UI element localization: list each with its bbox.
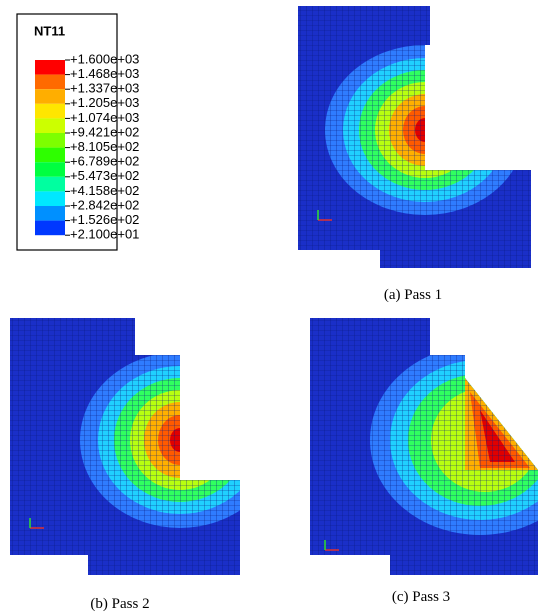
panel-c <box>310 318 538 575</box>
legend-label: +2.842e+02 <box>70 197 139 212</box>
legend-label: +5.473e+02 <box>70 168 139 183</box>
legend-swatch <box>35 60 65 75</box>
legend-label: +1.526e+02 <box>70 212 139 227</box>
legend-label: +9.421e+02 <box>70 124 139 139</box>
legend-swatch <box>35 89 65 104</box>
legend-title: NT11 <box>34 23 65 38</box>
panel-a <box>298 6 531 268</box>
legend-label: +1.468e+03 <box>70 66 139 81</box>
legend-swatch <box>35 74 65 90</box>
legend-box <box>16 13 118 251</box>
legend-swatch <box>35 176 65 192</box>
panel-b <box>10 318 240 575</box>
legend-label: +1.337e+03 <box>70 81 139 96</box>
legend-swatch <box>35 133 65 148</box>
caption: (c) Pass 3 <box>392 589 450 605</box>
legend-swatch <box>35 162 65 177</box>
legend-label: +1.600e+03 <box>70 51 139 66</box>
legend-swatch <box>35 220 65 236</box>
legend-label: +6.789e+02 <box>70 154 139 169</box>
legend-swatch <box>35 191 65 206</box>
legend-swatch <box>35 147 65 163</box>
legend-swatch <box>35 118 65 133</box>
caption: (a) Pass 1 <box>384 287 442 303</box>
legend: +1.600e+03+1.468e+03+1.337e+03+1.205e+03… <box>35 51 139 242</box>
axis-triads <box>29 210 339 551</box>
legend-label: +1.205e+03 <box>70 95 139 110</box>
legend-label: +4.158e+02 <box>70 183 139 198</box>
legend-label: +8.105e+02 <box>70 139 139 154</box>
legend-swatch <box>35 206 65 221</box>
legend-label: +1.074e+03 <box>70 110 139 125</box>
caption: (b) Pass 2 <box>90 596 149 612</box>
legend-swatch <box>35 103 65 119</box>
legend-label: +2.100e+01 <box>70 227 139 242</box>
